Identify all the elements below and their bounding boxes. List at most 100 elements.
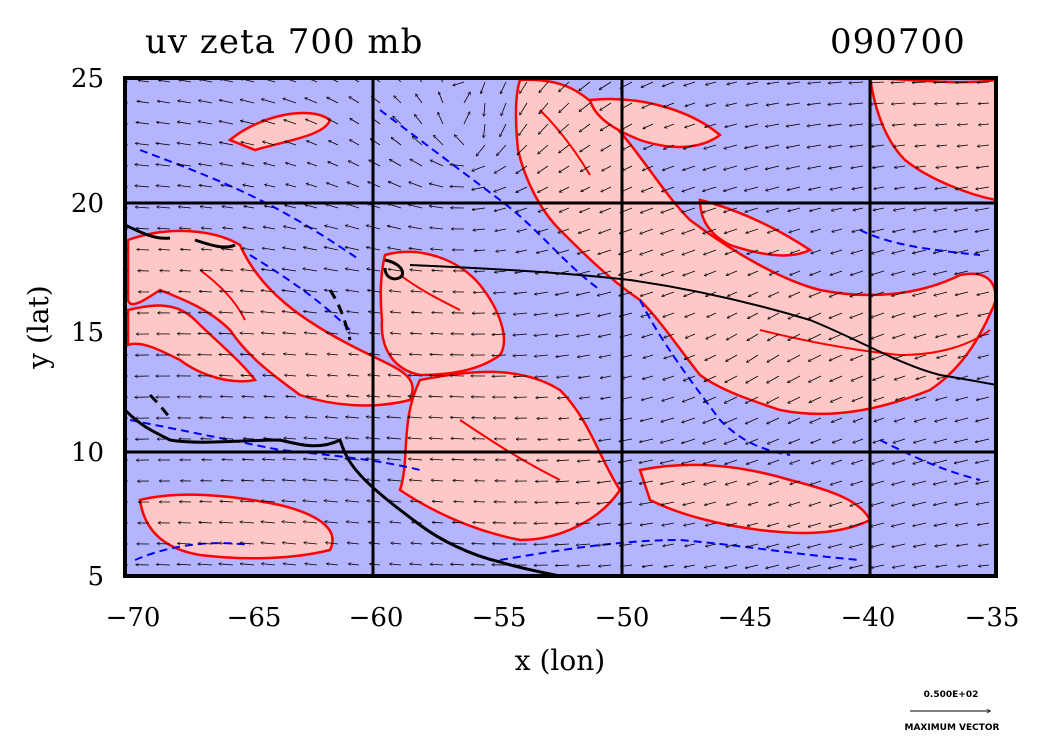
wind-vector xyxy=(830,291,843,297)
wind-vector xyxy=(661,270,675,276)
wind-vector xyxy=(976,270,990,274)
wind-vector xyxy=(809,312,822,319)
wind-vector xyxy=(935,186,948,189)
wind-vector xyxy=(324,480,339,481)
wind-vector xyxy=(559,207,570,212)
wind-vector xyxy=(390,159,402,167)
wind-vector xyxy=(914,438,927,443)
wind-vector xyxy=(767,375,780,383)
wind-vector xyxy=(664,354,675,359)
wind-vector xyxy=(429,375,444,376)
wind-vector xyxy=(724,396,738,403)
wind-vector xyxy=(599,354,612,357)
wind-vector xyxy=(576,291,591,295)
wind-vector xyxy=(958,124,969,125)
wind-vector xyxy=(597,522,612,525)
wind-vector xyxy=(513,355,528,356)
wind-vector xyxy=(871,270,885,275)
wind-vector xyxy=(725,249,738,254)
wind-vector xyxy=(261,522,276,523)
wind-vector xyxy=(558,397,570,398)
wind-vector xyxy=(851,165,864,168)
wind-vector xyxy=(262,269,276,272)
wind-vector xyxy=(222,418,234,419)
wind-vector xyxy=(388,248,402,251)
wind-vector xyxy=(580,207,591,212)
wind-vector xyxy=(641,396,654,400)
wind-vector xyxy=(285,205,297,209)
wind-vector xyxy=(788,333,801,340)
wind-vector xyxy=(178,543,192,544)
wind-vector xyxy=(978,312,990,316)
wind-vector xyxy=(199,522,213,523)
wind-vector xyxy=(135,165,150,167)
wind-vector xyxy=(242,459,255,460)
wind-vector xyxy=(370,564,381,565)
wind-vector xyxy=(871,564,885,568)
wind-vector xyxy=(975,459,990,463)
wind-vector xyxy=(705,501,717,505)
wind-vector xyxy=(810,270,822,275)
wind-vector xyxy=(896,396,906,400)
wind-vector xyxy=(580,165,591,172)
wind-vector xyxy=(726,480,738,485)
wind-vector xyxy=(979,565,990,566)
wind-vector xyxy=(324,459,339,460)
wind-vector xyxy=(810,480,822,485)
wind-vector xyxy=(682,438,696,443)
wind-vector xyxy=(326,417,339,418)
wind-vector xyxy=(240,100,255,104)
wind-vector xyxy=(241,480,255,481)
wind-vector xyxy=(809,396,822,403)
wind-vector xyxy=(304,543,318,544)
wind-vector xyxy=(871,124,885,125)
wind-vector xyxy=(641,207,654,213)
wind-vector xyxy=(201,228,213,229)
wind-vector xyxy=(534,355,549,356)
wind-vector xyxy=(812,459,822,464)
wind-vector xyxy=(601,186,612,192)
wind-vector xyxy=(704,144,717,149)
pos-region-north-tongue xyxy=(514,78,996,416)
wind-vector xyxy=(135,207,150,208)
wind-vector xyxy=(749,291,759,297)
wind-vector xyxy=(703,186,717,191)
wind-vector xyxy=(683,375,696,381)
wind-vector xyxy=(538,207,549,212)
wind-vector xyxy=(390,522,402,523)
wind-vector xyxy=(955,291,969,295)
wind-vector xyxy=(807,102,822,105)
wind-vector xyxy=(220,142,234,146)
wind-vector xyxy=(643,123,654,129)
wind-vector xyxy=(934,207,948,211)
wind-vector xyxy=(431,333,444,334)
wind-vector xyxy=(432,522,444,523)
wind-vector xyxy=(766,123,780,127)
wind-vector xyxy=(579,375,591,378)
wind-vector xyxy=(348,161,360,167)
wind-vector xyxy=(599,81,612,90)
wind-vector xyxy=(871,480,885,485)
wind-vector xyxy=(767,354,780,362)
wind-vector xyxy=(284,226,297,230)
wind-vector xyxy=(811,438,822,443)
wind-vector xyxy=(746,396,759,403)
wind-vector xyxy=(768,522,780,526)
wind-vector xyxy=(411,501,423,502)
wind-vector xyxy=(178,185,192,188)
wind-vector xyxy=(957,145,969,146)
wind-vector xyxy=(349,97,360,104)
wind-vector xyxy=(850,144,864,147)
wind-vector xyxy=(643,375,654,379)
wind-vector xyxy=(429,396,444,397)
wind-vector xyxy=(262,480,276,481)
wind-vector xyxy=(726,270,738,275)
wind-vector xyxy=(219,312,234,313)
wind-vector xyxy=(915,417,927,422)
wind-vector xyxy=(933,249,948,253)
positive-contours xyxy=(199,109,991,481)
wind-vector xyxy=(409,375,423,376)
wind-vector xyxy=(872,228,885,232)
wind-vector xyxy=(683,501,696,505)
wind-vector xyxy=(768,333,780,341)
